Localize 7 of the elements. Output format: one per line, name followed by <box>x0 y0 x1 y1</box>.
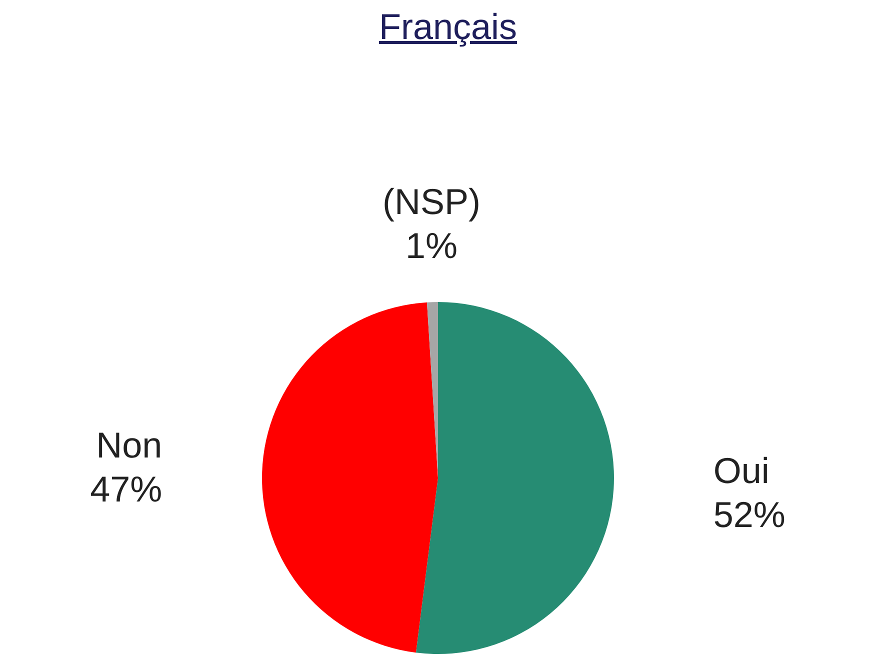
slice-label: (NSP) <box>382 180 480 222</box>
data-label: 52% <box>713 494 786 536</box>
slice-label: Oui <box>713 450 770 492</box>
slice-label: Non <box>96 424 162 466</box>
data-label: 47% <box>90 468 162 510</box>
data-label: 1% <box>405 224 458 266</box>
chart-title: Français <box>378 6 518 48</box>
